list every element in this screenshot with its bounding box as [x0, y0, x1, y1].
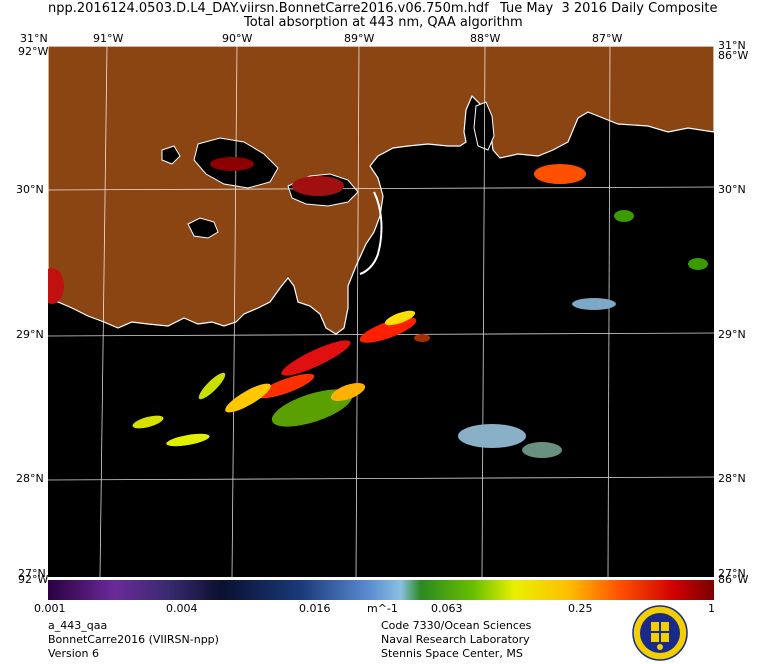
lon-label-89w: 89°W — [344, 32, 375, 45]
absorption-patch — [522, 442, 562, 458]
graticule — [48, 46, 714, 577]
org-code: Code 7330/Ocean Sciences — [381, 619, 532, 632]
product-title: Total absorption at 443 nm, QAA algorith… — [244, 15, 523, 30]
absorption-patches — [48, 157, 708, 458]
edge-label-top-right: 86°W — [718, 49, 749, 62]
absorption-patch — [166, 433, 210, 447]
colorbar-tick-0001: 0.001 — [34, 602, 66, 615]
lat-label-28n-right: 28°N — [718, 472, 746, 485]
product-name: a_443_qaa — [48, 619, 108, 632]
colorbar-tick-025: 0.25 — [568, 602, 593, 615]
absorption-patch — [210, 157, 254, 171]
corner-label-top-right: 31°N — [718, 39, 746, 52]
absorption-patch — [614, 210, 634, 222]
edge-label-bottom-left: 92°W — [18, 573, 49, 586]
corner-label-bottom-left: 27°N — [18, 567, 46, 580]
absorption-patch — [688, 258, 708, 270]
dataset-name: BonnetCarre2016 (VIIRSN-npp) — [48, 633, 219, 646]
edge-label-top-left: 92°W — [18, 45, 49, 58]
org-name: Naval Research Laboratory — [381, 633, 530, 646]
mobile-bay — [473, 101, 495, 151]
corner-label-bottom-right: 27°N — [718, 567, 746, 580]
absorption-patch — [292, 176, 344, 196]
nrl-seal-logo — [632, 605, 688, 661]
absorption-patch — [414, 334, 430, 342]
colorbar-gradient — [48, 580, 714, 600]
colorbar — [48, 580, 714, 600]
edge-label-bottom-right: 86°W — [718, 573, 749, 586]
absorption-patch — [132, 415, 164, 429]
lon-label-91w: 91°W — [93, 32, 124, 45]
absorption-patch — [198, 372, 226, 400]
colorbar-tick-0016: 0.016 — [299, 602, 331, 615]
absorption-patch — [458, 424, 526, 448]
lake-salvador — [187, 217, 219, 239]
file-name-title: npp.2016124.0503.D.L4_DAY.viirsn.BonnetC… — [48, 1, 489, 16]
colorbar-tick-0063: 0.063 — [431, 602, 463, 615]
colorbar-tick-0004: 0.004 — [166, 602, 198, 615]
absorption-patch — [225, 383, 271, 413]
colorbar-unit: m^-1 — [367, 602, 398, 615]
absorption-patch — [572, 298, 616, 310]
composite-date: Tue May 3 2016 Daily Composite — [500, 1, 718, 16]
lat-label-30n-right: 30°N — [718, 183, 746, 196]
absorption-patch — [48, 268, 64, 304]
version-label: Version 6 — [48, 647, 99, 660]
absorption-patch — [534, 164, 586, 184]
absorption-patch — [257, 373, 315, 399]
chandeleur-islands — [359, 191, 383, 275]
lake-maurepas — [161, 145, 181, 165]
lon-label-90w: 90°W — [222, 32, 253, 45]
colorbar-tick-1: 1 — [708, 602, 715, 615]
org-location: Stennis Space Center, MS — [381, 647, 523, 660]
lat-label-29n-right: 29°N — [718, 328, 746, 341]
absorption-map — [48, 46, 714, 577]
lon-label-88w: 88°W — [470, 32, 501, 45]
absorption-patch — [384, 310, 416, 326]
lat-label-30n-left: 30°N — [16, 183, 44, 196]
absorption-patch — [330, 382, 366, 402]
corner-label-top-left: 31°N — [20, 32, 48, 45]
absorption-patch — [281, 340, 351, 376]
absorption-patch — [359, 317, 417, 343]
lat-label-29n-left: 29°N — [16, 328, 44, 341]
lat-label-28n-left: 28°N — [16, 472, 44, 485]
lon-label-87w: 87°W — [592, 32, 623, 45]
